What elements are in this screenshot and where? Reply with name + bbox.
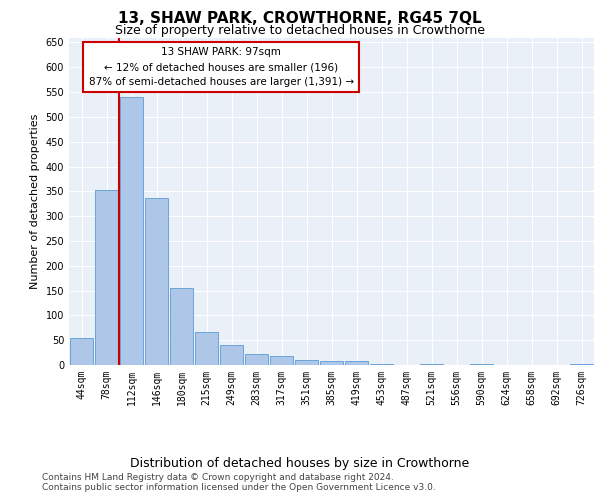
Bar: [295, 360, 319, 365]
Bar: [194, 332, 218, 365]
Text: 13, SHAW PARK, CROWTHORNE, RG45 7QL: 13, SHAW PARK, CROWTHORNE, RG45 7QL: [118, 11, 482, 26]
Bar: [145, 198, 169, 365]
Text: 13 SHAW PARK: 97sqm
← 12% of detached houses are smaller (196)
87% of semi-detac: 13 SHAW PARK: 97sqm ← 12% of detached ho…: [89, 48, 354, 87]
Text: Distribution of detached houses by size in Crowthorne: Distribution of detached houses by size …: [130, 458, 470, 470]
Y-axis label: Number of detached properties: Number of detached properties: [30, 114, 40, 289]
Bar: [269, 356, 293, 365]
Bar: [470, 364, 493, 365]
Bar: [70, 338, 94, 365]
Bar: [220, 345, 244, 365]
Bar: [245, 354, 268, 365]
Bar: [320, 361, 343, 365]
Bar: [170, 288, 193, 365]
Bar: [119, 97, 143, 365]
Bar: [370, 364, 394, 365]
Bar: [95, 190, 118, 365]
Bar: [569, 364, 593, 365]
Text: Contains HM Land Registry data © Crown copyright and database right 2024.
Contai: Contains HM Land Registry data © Crown c…: [42, 472, 436, 492]
Bar: [419, 364, 443, 365]
Bar: [344, 361, 368, 365]
Text: Size of property relative to detached houses in Crowthorne: Size of property relative to detached ho…: [115, 24, 485, 37]
